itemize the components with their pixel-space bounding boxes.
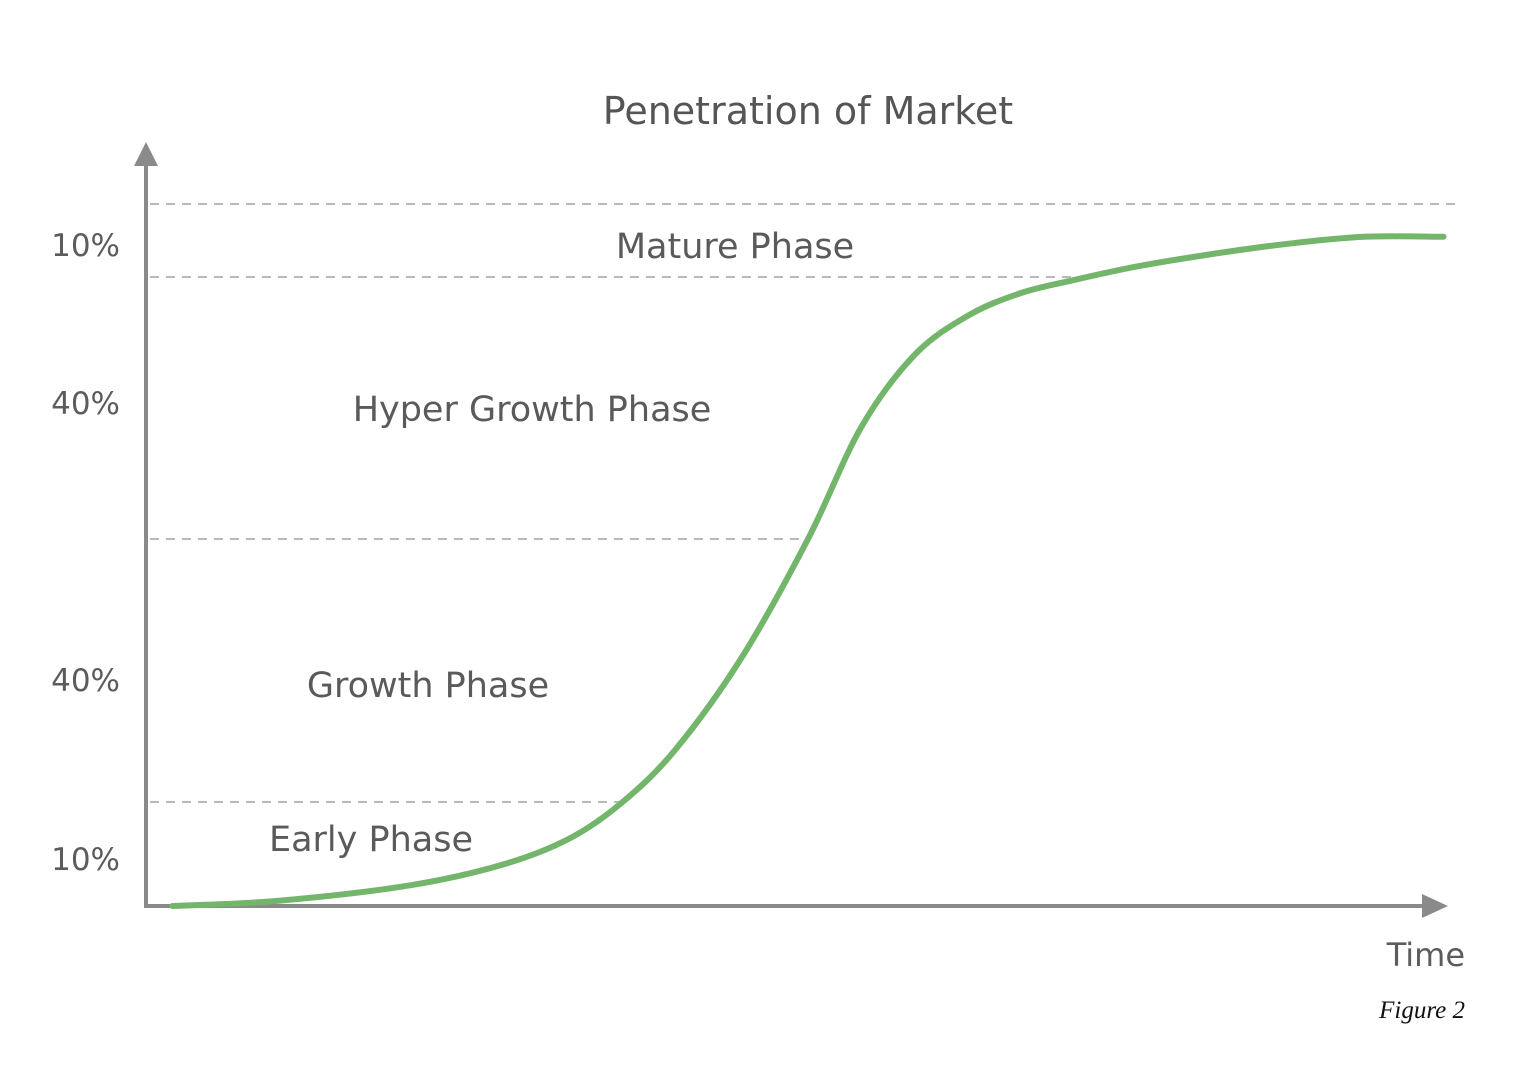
phase-label-mature: Mature Phase [616, 227, 854, 267]
phase-label-growth: Growth Phase [307, 666, 549, 706]
adoption-curve [169, 233, 1447, 909]
y-tick-label: 10% [51, 228, 120, 264]
y-axis-arrow [134, 142, 158, 166]
phase-label-hyper-growth: Hyper Growth Phase [353, 390, 712, 430]
y-tick-labels: 10% 40% 40% 10% [51, 228, 120, 878]
figure-caption: Figure 2 [1378, 997, 1465, 1024]
axes [134, 142, 1448, 918]
chart-title: Penetration of Market [603, 89, 1013, 133]
phase-label-early: Early Phase [269, 820, 473, 860]
y-tick-label: 10% [51, 842, 120, 878]
phase-labels: Mature Phase Hyper Growth Phase Growth P… [269, 227, 854, 860]
y-tick-label: 40% [51, 663, 120, 699]
y-tick-label: 40% [51, 386, 120, 422]
x-axis-arrow [1422, 894, 1448, 918]
phase-boundary-lines [150, 203, 1455, 803]
x-axis-label: Time [1386, 936, 1465, 974]
